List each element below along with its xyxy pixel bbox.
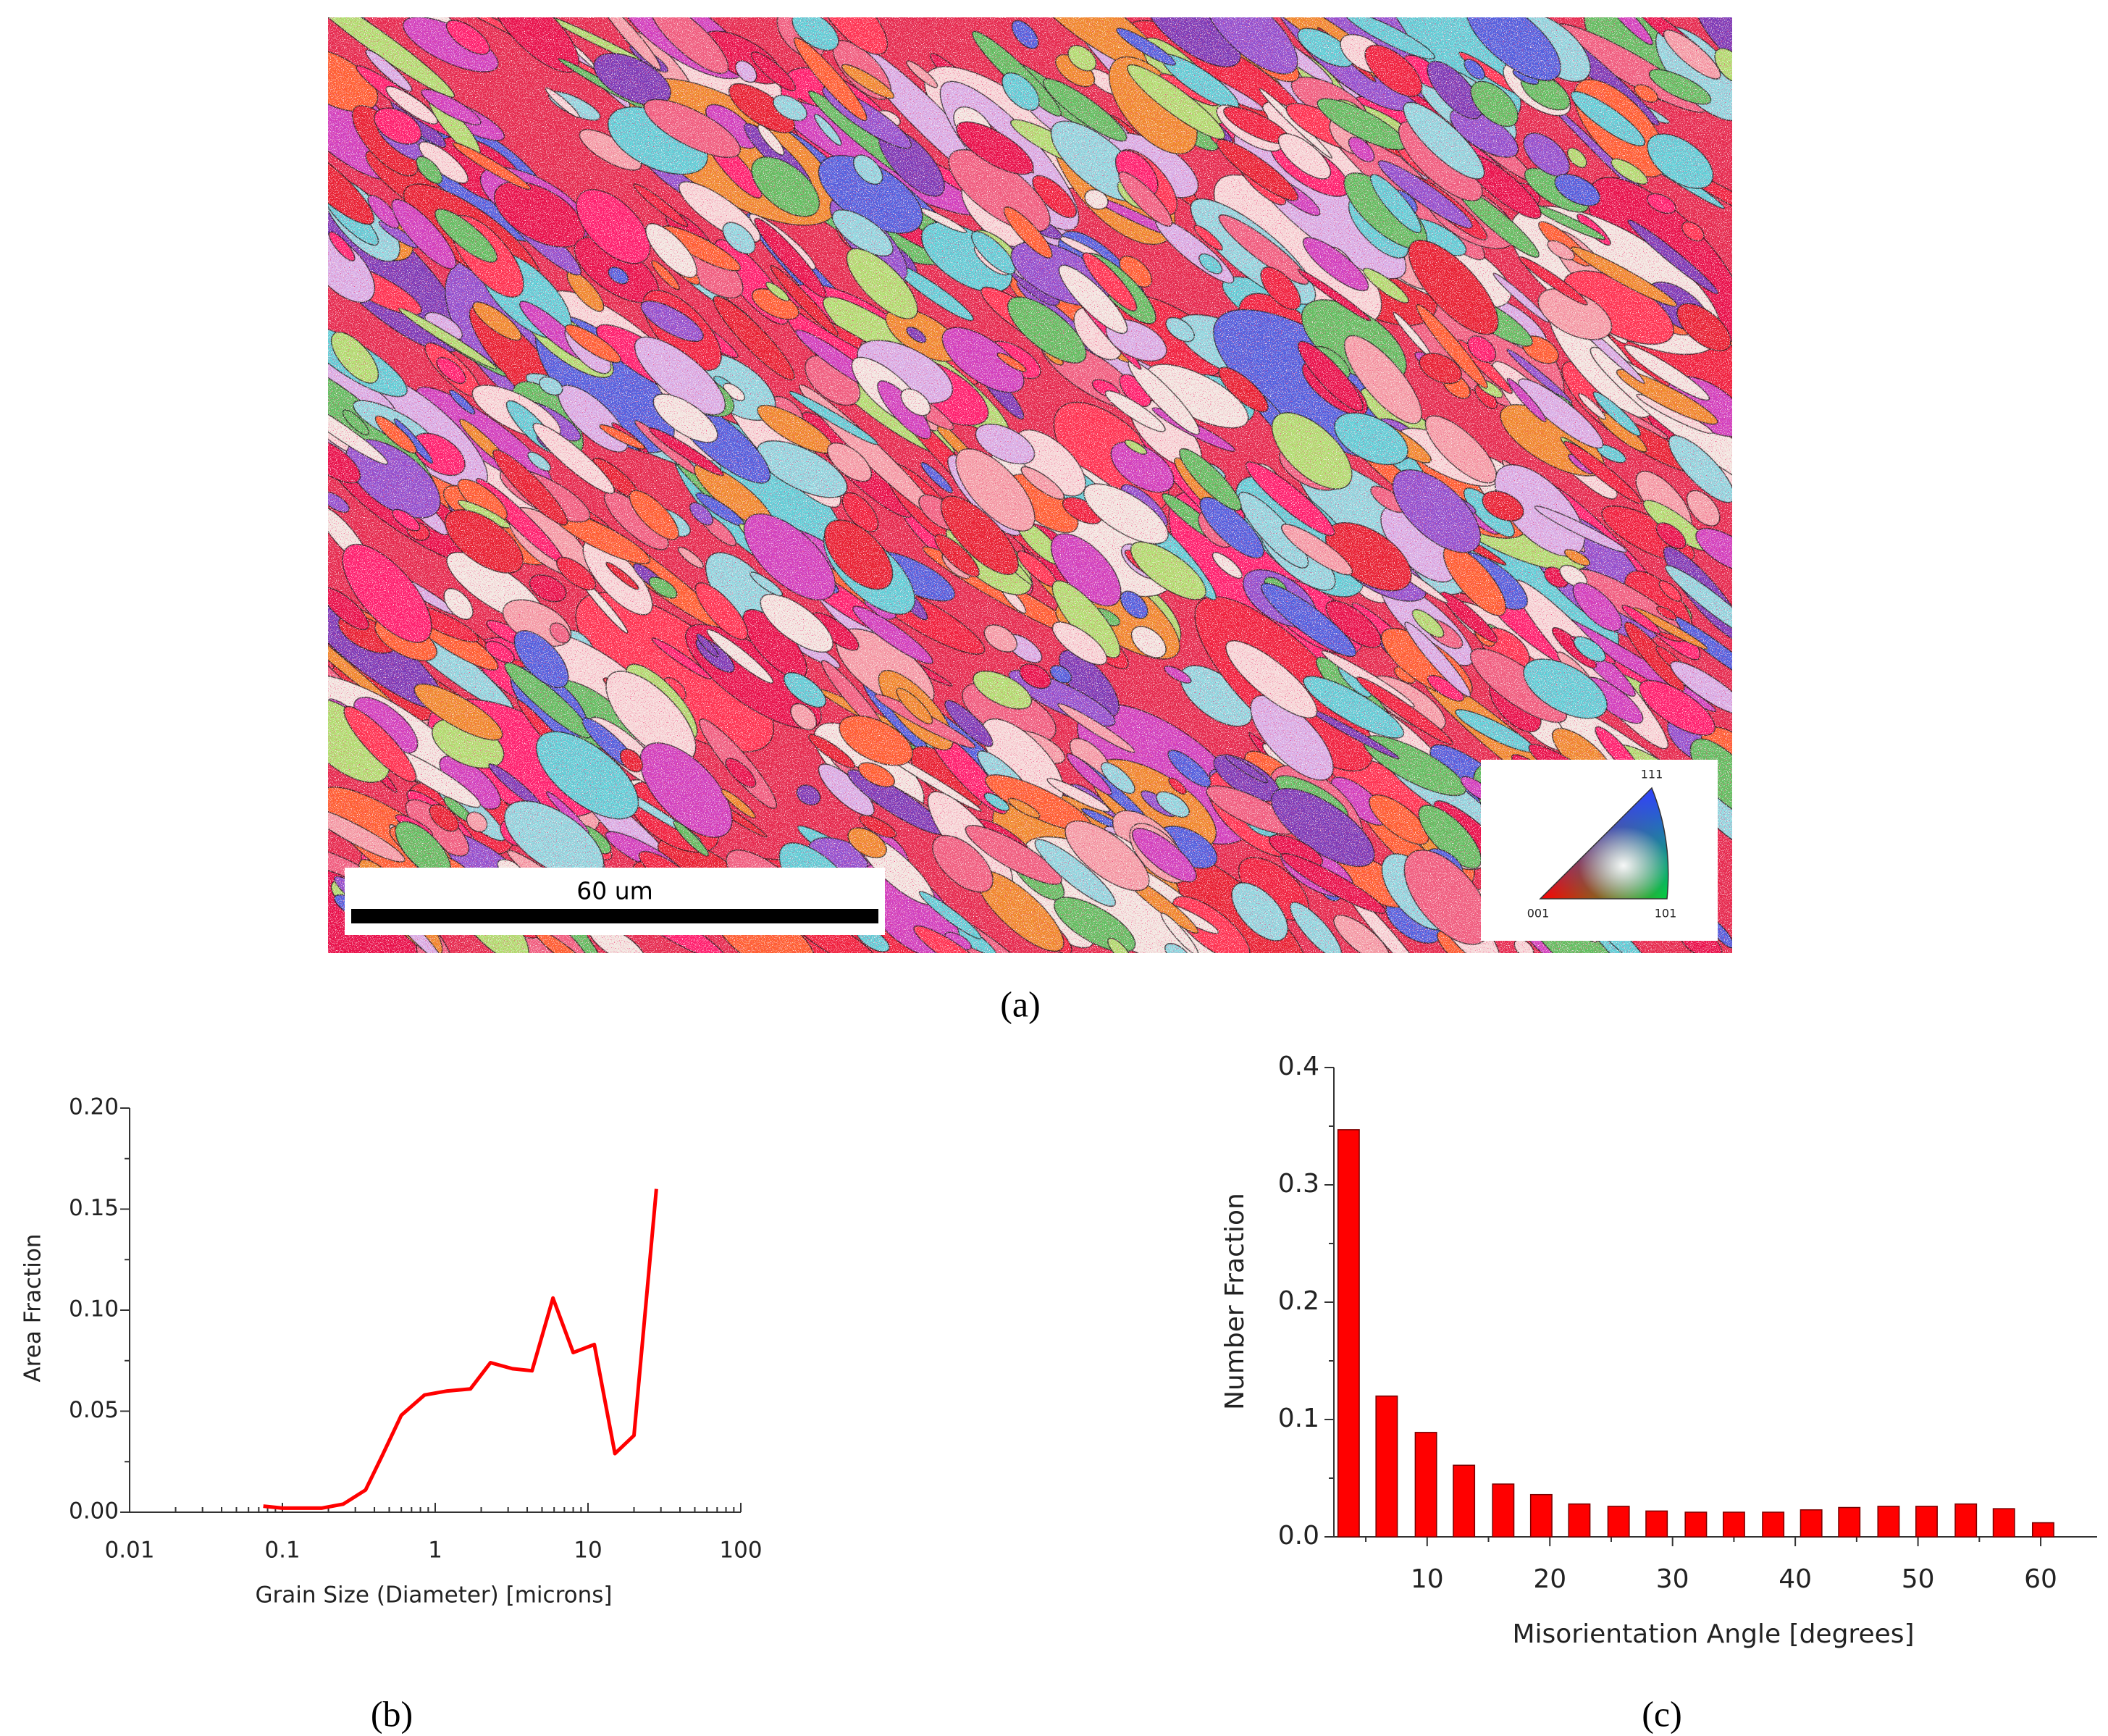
x-tick-label: 10: [574, 1538, 602, 1564]
ebsd-map: [328, 17, 1732, 953]
y-tick-label: 0.3: [1278, 1169, 1319, 1199]
x-tick-label: 0.1: [264, 1538, 300, 1564]
x-axis-label: Grain Size (Diameter) [microns]: [255, 1582, 612, 1609]
y-tick-label: 0.15: [69, 1195, 119, 1221]
bar: [1414, 1432, 1437, 1538]
y-tick-label: 0.05: [69, 1397, 119, 1423]
panel-caption: (b): [371, 1693, 413, 1734]
bar: [1800, 1509, 1823, 1538]
bar: [1992, 1508, 2015, 1538]
x-tick-label: 50: [1902, 1564, 1935, 1594]
bar: [1529, 1493, 1553, 1538]
panel-caption: (c): [1642, 1693, 1682, 1734]
chart: 0.00 0.05 0.10 0.15 0.20 0.01 0.1 1 10 100 Grain S…: [20, 1094, 763, 1735]
bar: [1645, 1510, 1668, 1538]
bar: [2031, 1522, 2054, 1538]
x-tick-label: 20: [1533, 1564, 1566, 1594]
ipf-label: 111: [1641, 768, 1663, 781]
bar: [1762, 1511, 1785, 1538]
x-tick-label: 40: [1779, 1564, 1812, 1594]
chart: 0.0 0.1 0.2 0.3 0.4 10 20 30 40 50 60 Misorientatio…: [1220, 1052, 2097, 1734]
y-tick-label: 0.20: [69, 1094, 119, 1120]
x-tick-label: 0.01: [104, 1538, 154, 1564]
x-tick-label: 100: [719, 1538, 762, 1564]
y-axis-label: Number Fraction: [1220, 1193, 1250, 1410]
x-tick-label: 60: [2024, 1564, 2057, 1594]
ipf-triangle-white: [1539, 787, 1669, 900]
x-axis-label: Misorientation Angle [degrees]: [1512, 1619, 1914, 1649]
scale-bar-line: [351, 909, 878, 923]
x-tick-label: 1: [428, 1538, 442, 1564]
y-tick-label: 0.2: [1278, 1286, 1319, 1316]
ipf-legend: 111 001 101: [1481, 760, 1718, 941]
bar: [1453, 1464, 1476, 1538]
scale-bar-label: 60 um: [576, 877, 653, 905]
y-tick-label: 0.4: [1278, 1052, 1319, 1081]
y-axis-label: Area Fraction: [20, 1234, 46, 1383]
bar: [1877, 1506, 1900, 1538]
bar: [1915, 1506, 1938, 1538]
y-tick-label: 0.1: [1278, 1404, 1319, 1433]
bar: [1375, 1395, 1398, 1538]
y-tick-label: 0.0: [1278, 1521, 1319, 1551]
bar: [1337, 1129, 1360, 1538]
bar: [1838, 1506, 1861, 1538]
ipf-label: 001: [1527, 907, 1550, 921]
x-tick-label: 30: [1656, 1564, 1689, 1594]
bar: [1954, 1503, 1978, 1538]
panel-caption: (a): [1000, 984, 1041, 1024]
x-tick-label: 10: [1411, 1564, 1444, 1594]
ipf-label: 101: [1655, 907, 1677, 921]
scale-bar-box: [345, 868, 885, 935]
y-tick-label: 0.00: [69, 1498, 119, 1525]
bar: [1492, 1483, 1515, 1538]
bar: [1568, 1503, 1591, 1538]
scale-bar: 60 um: [345, 868, 885, 935]
bar: [1722, 1511, 1745, 1538]
bar: [1684, 1511, 1708, 1538]
bar: [1607, 1506, 1630, 1538]
data-line: [263, 1188, 658, 1510]
y-tick-label: 0.10: [69, 1296, 119, 1322]
